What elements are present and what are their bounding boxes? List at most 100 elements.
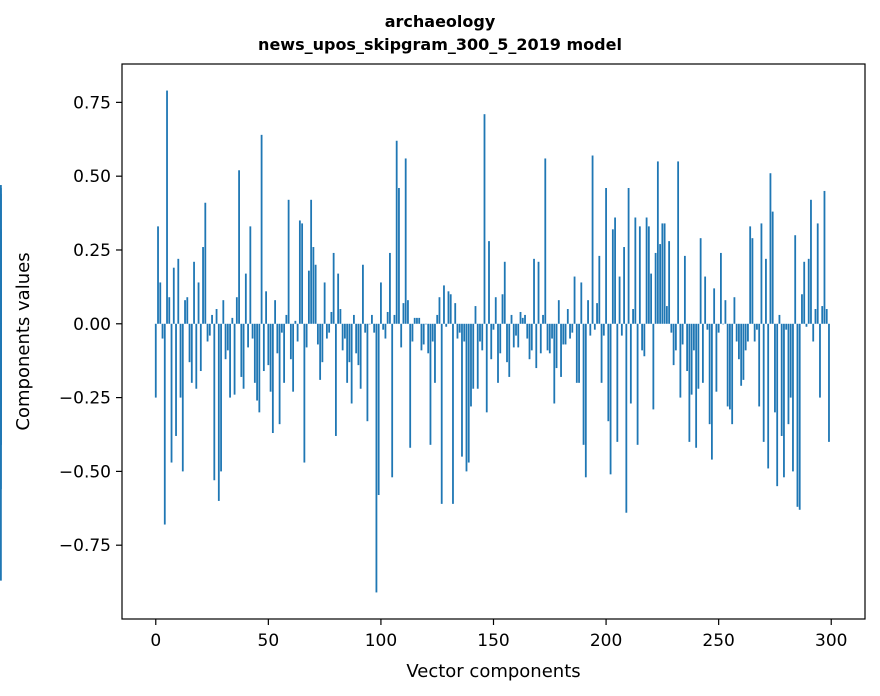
bar-component-124	[434, 323, 436, 383]
x-tick-label: 150	[477, 631, 509, 651]
bar-component-131	[449, 294, 452, 324]
bar-component-60	[289, 323, 292, 360]
bar-component-199	[602, 323, 605, 336]
bar-component-197	[598, 255, 601, 324]
bar-component-248	[713, 288, 716, 324]
bar-component-122	[429, 323, 432, 445]
bar-component-174	[546, 323, 549, 351]
bar-component-220	[650, 273, 653, 324]
bar-component-80	[334, 323, 337, 436]
bar-component-85	[346, 323, 349, 383]
bar-component-143	[476, 323, 479, 389]
bar-component-116	[416, 317, 418, 324]
bar-component-164	[524, 314, 526, 324]
bar-component-98	[375, 323, 378, 593]
bar-component-95	[368, 323, 371, 325]
bar-component-192	[587, 300, 589, 324]
bar-component-93	[364, 323, 367, 333]
bar-component-207	[620, 323, 623, 336]
bar-component-278	[780, 323, 783, 436]
bar-component-267	[756, 323, 758, 330]
y-tick-label: 0.25	[73, 241, 111, 261]
bar-component-257	[733, 297, 736, 324]
bar-component-160	[515, 323, 517, 336]
bar-component-94	[366, 323, 369, 422]
bar-component-291	[810, 199, 812, 324]
bar-component-280	[785, 323, 788, 330]
bar-component-264	[749, 226, 752, 324]
bar-component-15	[188, 323, 191, 363]
bar-component-40	[244, 273, 247, 324]
bar-component-34	[231, 317, 234, 324]
bar-component-211	[629, 323, 632, 404]
bar-component-33	[229, 323, 231, 398]
bar-component-139	[467, 323, 470, 463]
bar-component-133	[454, 303, 457, 324]
bar-component-65	[301, 223, 304, 324]
y-tick-label: 0.50	[73, 167, 111, 187]
bar-component-113	[409, 323, 412, 448]
bar-component-166	[528, 323, 531, 360]
bar-component-151	[494, 297, 497, 324]
bar-component-270	[762, 323, 765, 442]
bar-component-87	[350, 323, 353, 404]
bar-component-224	[659, 244, 662, 324]
bar-component-225	[661, 223, 664, 324]
bar-component-62	[294, 320, 297, 324]
bar-component-194	[591, 155, 594, 324]
bar-component-undefined	[0, 323, 2, 445]
bar-component-238	[690, 323, 693, 395]
bar-component-46	[258, 323, 261, 413]
bar-component-176	[551, 323, 553, 339]
bar-component-165	[526, 323, 529, 339]
bar-component-283	[792, 323, 794, 472]
bar-component-202	[609, 323, 612, 475]
bar-component-35	[233, 323, 236, 395]
bar-component-102	[384, 323, 387, 339]
bar-component-5	[166, 90, 168, 324]
bar-component-136	[461, 323, 463, 457]
bar-component-67	[305, 323, 308, 348]
bar-component-215	[638, 226, 641, 324]
bar-component-64	[298, 220, 301, 324]
bar-component-172	[542, 314, 544, 324]
bar-component-96	[371, 314, 373, 324]
bar-component-120	[425, 323, 427, 325]
bar-component-undefined	[0, 323, 2, 581]
bar-component-58	[285, 314, 288, 324]
bar-component-157	[508, 323, 511, 377]
bar-component-272	[767, 323, 770, 469]
bar-component-201	[607, 323, 610, 422]
bar-component-287	[801, 294, 803, 324]
bar-component-74	[321, 323, 324, 363]
bar-component-29	[220, 323, 222, 472]
bar-component-210	[627, 187, 630, 324]
bar-component-195	[593, 323, 596, 330]
bar-component-200	[605, 187, 607, 324]
bar-component-298	[825, 309, 828, 324]
bar-component-295	[819, 323, 821, 398]
bar-component-222	[654, 252, 657, 324]
bar-component-1	[157, 226, 159, 324]
bar-component-44	[253, 323, 256, 383]
bar-component-11	[179, 323, 182, 398]
bar-component-43	[251, 323, 254, 339]
bar-component-17	[193, 261, 195, 324]
bar-component-240	[695, 323, 698, 448]
bar-component-undefined	[0, 323, 2, 336]
bar-component-216	[641, 323, 644, 351]
bar-component-231	[674, 323, 677, 351]
bar-component-30	[222, 300, 225, 324]
bar-component-73	[319, 323, 322, 380]
bar-component-208	[623, 247, 625, 324]
bar-component-204	[614, 217, 616, 324]
bar-component-55	[278, 323, 281, 425]
bar-component-268	[758, 323, 761, 407]
bar-component-135	[458, 323, 461, 333]
bar-component-261	[742, 323, 745, 380]
bar-component-9	[175, 323, 177, 436]
bar-component-106	[393, 314, 396, 324]
x-tick-label: 200	[590, 631, 622, 651]
bar-component-91	[359, 323, 362, 389]
